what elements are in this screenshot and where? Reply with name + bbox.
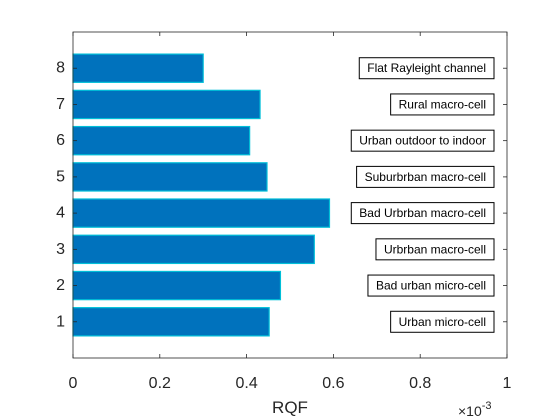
annotation-text: Suburbrban macro-cell [365,170,486,184]
axes-box [72,31,508,359]
annotation-5: Suburbrban macro-cell [356,165,495,188]
annotation-text: Bad urban micro-cell [376,279,486,293]
x-tick-label: 0.4 [235,375,257,392]
annotation-text: Bad Urbrban macro-cell [359,206,486,220]
x-tick-label: 0 [69,375,78,392]
annotation-text: Urbrban macro-cell [384,242,486,256]
x-tick-label: 0.6 [322,375,344,392]
y-tick-label: 1 [56,313,65,330]
y-tick-label: 6 [56,132,65,149]
y-tick-label: 7 [56,96,65,113]
bar-4 [72,198,331,228]
annotation-box [367,274,495,297]
annotation-box [390,310,495,333]
bar-1 [72,307,270,337]
annotation-text: Urban outdoor to indoor [359,134,486,148]
annotation-box [358,57,495,80]
x-axis-title: RQF [272,398,308,417]
annotation-box [356,165,495,188]
bar-2 [72,270,282,301]
annotation-text: Rural macro-cell [399,97,486,111]
ticks-layer: 0 0.2 0.4 0.6 0.8 1 1 2 3 4 5 6 7 8 [56,32,512,392]
annotation-4: Bad Urbrban macro-cell [350,202,495,225]
x-axis-exponent: ×10-3 [458,400,492,419]
annotation-6: Urban outdoor to indoor [350,129,495,152]
x-tick-label: 0.8 [409,375,431,392]
bar-8 [72,53,204,83]
annotations-layer: Urban micro-cell Bad urban micro-cell Urbr… [350,57,495,333]
bar-7 [72,89,261,120]
annotation-box [375,238,495,261]
y-tick-label: 3 [56,241,65,258]
y-tick-label: 8 [56,60,65,77]
annotation-text: Urban micro-cell [399,315,486,329]
annotation-7: Rural macro-cell [390,93,495,116]
y-tick-label: 4 [56,205,65,222]
annotation-text: Flat Rayleight channel [367,61,486,75]
y-tick-label: 2 [56,277,65,294]
annotation-3: Urbrban macro-cell [375,238,495,261]
annotation-box [350,129,495,152]
annotation-box [350,202,495,225]
x-tick-label: 0.2 [149,375,171,392]
bars-layer [72,53,331,337]
annotation-1: Urban micro-cell [390,310,495,333]
annotation-2: Bad urban micro-cell [367,274,495,297]
bar-6 [72,125,251,156]
plot-area [73,32,507,358]
x-tick-label: 1 [503,375,512,392]
bar-5 [72,162,268,192]
bar-3 [72,234,315,265]
annotation-box [390,93,495,116]
y-tick-label: 5 [56,168,65,185]
annotation-8: Flat Rayleight channel [358,57,495,80]
